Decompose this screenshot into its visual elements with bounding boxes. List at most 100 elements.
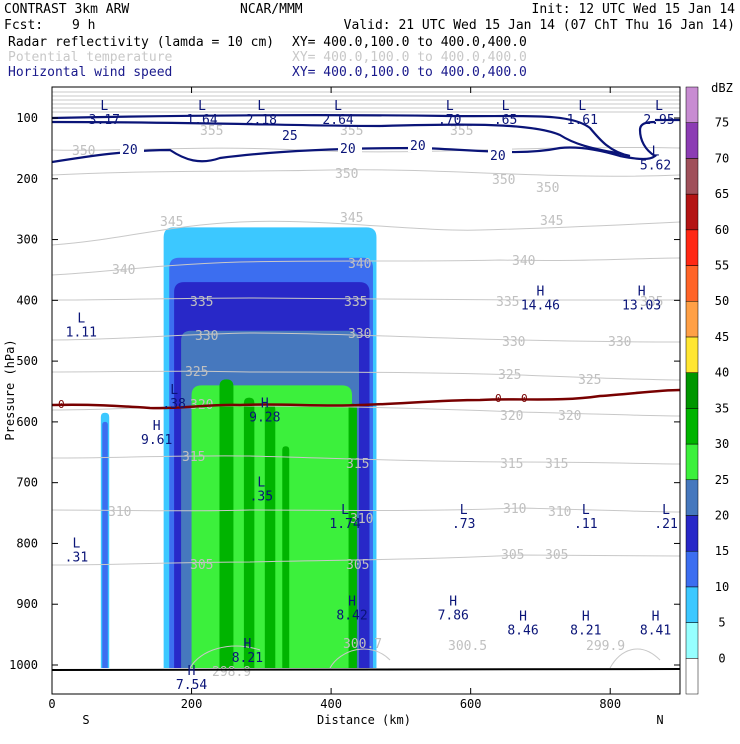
colorbar-tick-label: 35 — [715, 401, 729, 415]
theta-label: 345 — [340, 211, 363, 226]
reflectivity-band — [219, 379, 234, 668]
extremum-type: L — [652, 145, 660, 160]
extremum-type: H — [652, 609, 660, 624]
theta-label: 350 — [72, 144, 95, 159]
theta-contour-340 — [52, 257, 680, 276]
theta-label: 315 — [500, 457, 523, 472]
x-axis-title: Distance (km) — [317, 713, 411, 727]
theta-contour-top — [52, 91, 680, 113]
colorbar-tick-label: 10 — [715, 580, 729, 594]
wind-contour-25 — [52, 114, 631, 158]
theta-label: 305 — [501, 548, 524, 563]
wind-label: 25 — [282, 129, 298, 144]
extremum-type: L — [341, 503, 349, 518]
extremum-type: H — [348, 594, 356, 609]
extremum-type: L — [662, 503, 670, 518]
ground-line — [52, 668, 680, 671]
y-tick-label: 800 — [16, 536, 38, 550]
extremum-value: 7.86 — [438, 608, 469, 623]
colorbar-tick-label: 45 — [715, 330, 729, 344]
colorbar-swatch — [685, 408, 699, 445]
theta-label: 350 — [335, 167, 358, 182]
extremum-type: L — [655, 99, 663, 114]
colorbar-tick-label: 50 — [715, 294, 729, 308]
colorbar-tick-label: 25 — [715, 473, 729, 487]
wind-label: 20 — [490, 149, 506, 164]
colorbar-tick-label: 30 — [715, 437, 729, 451]
extremum-type: L — [446, 99, 454, 114]
extremum-type: L — [582, 503, 590, 518]
field-xy-reflectivity: XY= 400.0,100.0 to 400.0,400.0 — [292, 35, 527, 50]
theta-contour-310 — [52, 507, 680, 513]
theta-labels: 355 355 355 350 350 350 350 345 345 345 … — [72, 124, 663, 680]
colorbar-swatch — [685, 443, 699, 481]
valid-time: Valid: 21 UTC Wed 15 Jan 14 (07 ChT Thu … — [344, 18, 735, 33]
field-xy-theta: XY= 400.0,100.0 to 400.0,400.0 — [292, 50, 527, 65]
theta-label: 330 — [195, 329, 218, 344]
colorbar-swatch — [685, 86, 699, 123]
theta-label: 320 — [500, 409, 523, 424]
theta-contours — [52, 91, 680, 669]
colorbar-swatch — [685, 550, 699, 588]
field-xy-wind: XY= 400.0,100.0 to 400.0,400.0 — [292, 65, 527, 80]
colorbar-swatch — [685, 265, 699, 302]
extremum-type: L — [198, 99, 206, 114]
theta-contour-335 — [52, 297, 680, 301]
theta-label: 345 — [160, 215, 183, 230]
fcst-label: Fcst: — [4, 18, 43, 33]
extremum-type: L — [77, 312, 85, 327]
axes: 0 200 400 600 800100200300400500600700800900… — [9, 87, 680, 711]
extremum-value: 14.46 — [521, 298, 560, 313]
extremum-value: .11 — [574, 517, 597, 532]
colorbar-tick-label: 55 — [715, 259, 729, 273]
theta-label: 315 — [182, 450, 205, 465]
theta-label: 305 — [545, 548, 568, 563]
colorbar-swatch — [685, 658, 699, 695]
reflectivity-band — [243, 397, 255, 668]
wind-label-bg — [408, 138, 432, 152]
extremum-value: 2.95 — [643, 113, 674, 128]
reflectivity-band — [348, 403, 357, 668]
theta-contour-300 — [189, 645, 661, 669]
extremum-value: 8.42 — [336, 608, 367, 623]
theta-label: 325 — [498, 368, 521, 383]
y-tick-label: 100 — [16, 111, 38, 125]
wind-label-bg — [338, 141, 362, 155]
extremum-value: 5.62 — [640, 159, 671, 174]
extremum-type: H — [537, 284, 545, 299]
theta-label: 330 — [348, 327, 371, 342]
colorbar-swatch — [685, 158, 699, 195]
extremum-type: H — [153, 419, 161, 434]
wind-label-bg — [120, 142, 144, 156]
theta-label: 355 — [340, 124, 363, 139]
extremum-value: 8.21 — [232, 651, 263, 666]
freezing-level-label: 0 — [58, 398, 65, 411]
reflectivity-band — [282, 446, 290, 668]
freezing-level-line — [52, 388, 680, 410]
theta-contour-305 — [52, 554, 680, 566]
extremum-value: 8.41 — [640, 623, 671, 638]
extremum-value: .21 — [654, 517, 677, 532]
extremum-type: L — [502, 99, 510, 114]
y-tick-label: 200 — [16, 172, 38, 186]
extremum-value: .31 — [65, 551, 88, 566]
theta-label: 310 — [108, 505, 131, 520]
theta-label: 340 — [512, 254, 535, 269]
colorbar-swatch — [685, 193, 699, 231]
theta-label: 335 — [190, 295, 213, 310]
wind-label: 20 — [340, 142, 356, 157]
colorbar-swatch — [685, 372, 699, 409]
colorbar-tick-label: 15 — [715, 544, 729, 558]
extremum-value: 9.28 — [249, 411, 280, 426]
y-tick-label: 500 — [16, 354, 38, 368]
extremum-value: 1.74 — [329, 517, 360, 532]
field-name-reflectivity: Radar reflectivity (lamda = 10 cm) — [8, 35, 274, 50]
wind-label-bg — [280, 128, 304, 142]
theta-contour-345 — [52, 220, 680, 246]
y-tick-label: 600 — [16, 415, 38, 429]
y-tick-label: 700 — [16, 476, 38, 490]
extremum-type: H — [638, 284, 646, 299]
extremum-type: H — [519, 609, 527, 624]
